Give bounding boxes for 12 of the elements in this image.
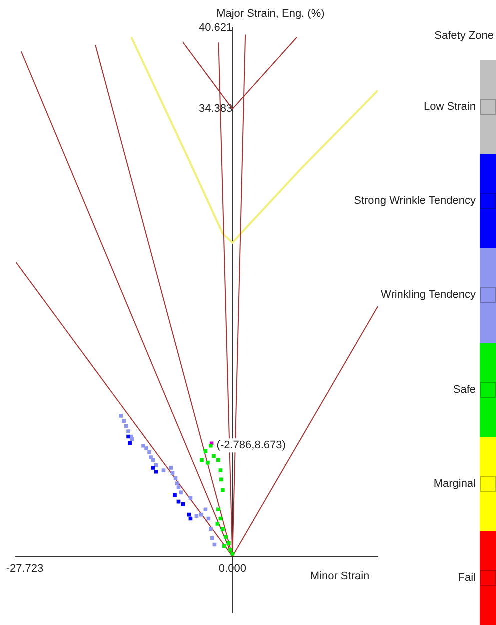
legend-label: Wrinkling Tendency — [381, 289, 476, 302]
x-tick-label: -27.723 — [6, 563, 44, 576]
legend-label: Safe — [453, 384, 476, 396]
y-tick-label: 40.621 — [199, 22, 233, 34]
legend-label: Fail — [458, 572, 476, 584]
legend-label: Marginal — [434, 478, 476, 490]
annotation: (-2.786,8.673) — [216, 440, 286, 452]
x-axis-title: Minor Strain — [310, 570, 370, 582]
legend-title: Safety Zone — [434, 30, 494, 42]
legend-label: Low Strain — [424, 101, 476, 114]
y-axis-title: Major Strain, Eng. (%) — [216, 8, 325, 20]
legend-label: Strong Wrinkle Tendency — [354, 195, 476, 208]
